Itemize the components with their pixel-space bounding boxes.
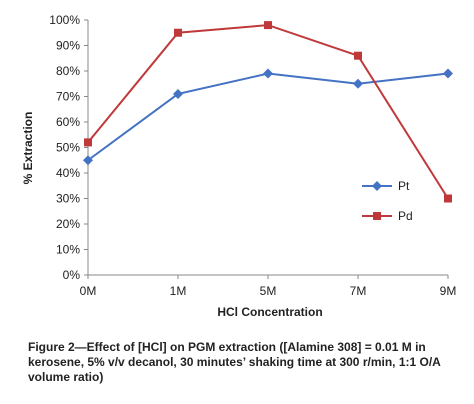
legend-label-pd: Pd (398, 209, 413, 223)
y-axis-title: % Extraction (21, 112, 35, 185)
y-tick-label: 30% (56, 192, 80, 206)
legend-label-pt: Pt (398, 179, 410, 193)
y-tick-label: 10% (56, 243, 80, 257)
chart: 0% 10% 20% 30% 40% 50% 60% 70% 80% 90% 100% 0M 1M 5M 7… (21, 13, 456, 319)
legend-marker-pt (372, 181, 382, 191)
y-tick-label: 50% (56, 141, 80, 155)
data-point-pd (354, 51, 362, 60)
x-tick-label: 5M (260, 284, 277, 298)
data-point-pt (443, 68, 453, 79)
y-tick-label: 80% (56, 64, 80, 78)
x-axis-title: HCl Concentration (217, 305, 322, 319)
y-tick-label: 20% (56, 217, 80, 231)
legend-marker-pd (373, 212, 381, 220)
data-point-pt (353, 78, 363, 89)
x-tick-label: 1M (170, 284, 187, 298)
series-line-pd (87, 24, 449, 200)
data-point-pt (173, 88, 183, 99)
data-point-pd (444, 194, 452, 203)
y-tick-label: 100% (49, 13, 80, 27)
y-tick-label: 70% (56, 90, 80, 104)
figure-caption: Figure 2—Effect of [HCl] on PGM extracti… (28, 340, 441, 384)
data-point-pd (174, 28, 182, 37)
x-tick-label: 7M (350, 284, 367, 298)
data-point-pd (84, 138, 92, 147)
data-point-pt (263, 68, 273, 79)
y-tick-label: 0% (63, 268, 81, 282)
y-tick-label: 90% (56, 39, 80, 53)
data-point-pd (264, 21, 272, 30)
x-tick-label: 0M (80, 284, 97, 298)
data-point-pt (83, 155, 93, 166)
series-line-pt (87, 72, 449, 162)
y-tick-label: 60% (56, 115, 80, 129)
y-tick-label: 40% (56, 166, 80, 180)
x-tick-label: 9M (440, 284, 457, 298)
plot-area: 0% 10% 20% 30% 40% 50% 60% 70% 80% 90% 100% 0M 1M 5M 7… (49, 13, 456, 298)
